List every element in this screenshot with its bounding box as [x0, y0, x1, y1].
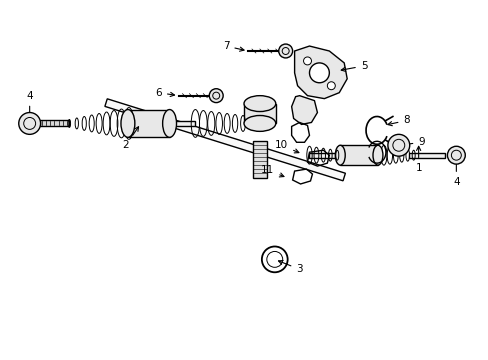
Circle shape [387, 134, 409, 156]
Text: 11: 11 [261, 165, 284, 177]
Circle shape [209, 89, 223, 103]
Text: 3: 3 [278, 261, 302, 274]
Circle shape [303, 57, 311, 65]
Polygon shape [168, 121, 195, 126]
Polygon shape [309, 153, 341, 158]
Ellipse shape [372, 145, 382, 165]
Circle shape [309, 63, 328, 83]
Ellipse shape [121, 109, 135, 137]
Text: 4: 4 [452, 159, 459, 187]
Polygon shape [40, 121, 69, 126]
Text: 2: 2 [122, 127, 138, 150]
Polygon shape [128, 109, 169, 137]
Polygon shape [105, 99, 345, 181]
Text: 6: 6 [155, 88, 174, 98]
Circle shape [326, 82, 335, 90]
Text: 4: 4 [26, 91, 33, 120]
Text: 5: 5 [341, 61, 366, 71]
Polygon shape [340, 145, 377, 165]
Ellipse shape [244, 116, 275, 131]
Ellipse shape [244, 96, 275, 112]
Text: 1: 1 [414, 146, 421, 173]
Text: 9: 9 [402, 137, 424, 147]
Circle shape [278, 44, 292, 58]
Polygon shape [252, 141, 266, 178]
Text: 8: 8 [387, 116, 409, 126]
Polygon shape [244, 104, 275, 123]
Circle shape [19, 113, 41, 134]
Ellipse shape [335, 145, 345, 165]
Circle shape [447, 146, 464, 164]
Polygon shape [294, 46, 346, 99]
Ellipse shape [163, 109, 176, 137]
Text: 7: 7 [223, 41, 244, 51]
Polygon shape [408, 153, 445, 158]
Text: 10: 10 [275, 140, 298, 153]
Polygon shape [291, 96, 317, 125]
